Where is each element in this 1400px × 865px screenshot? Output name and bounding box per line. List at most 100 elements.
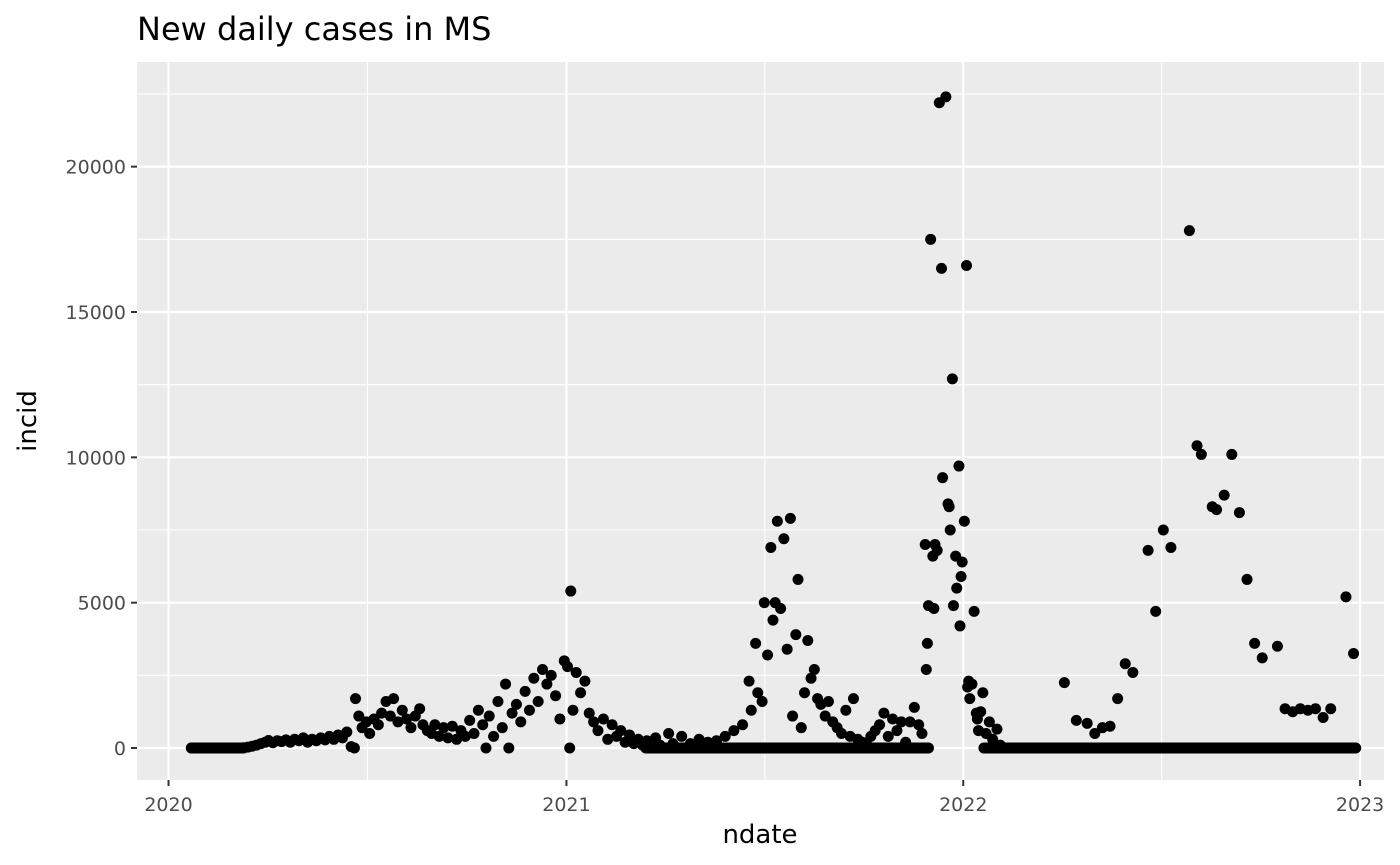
x-tick-label: 2020 bbox=[144, 794, 192, 816]
data-point bbox=[732, 742, 744, 754]
data-point bbox=[799, 687, 811, 699]
data-point bbox=[908, 701, 920, 713]
data-point bbox=[532, 696, 544, 708]
data-point bbox=[1165, 541, 1177, 553]
data-point bbox=[510, 698, 522, 710]
data-point bbox=[961, 259, 973, 271]
data-point bbox=[372, 719, 384, 731]
data-point bbox=[1332, 742, 1344, 754]
data-point bbox=[689, 742, 701, 754]
data-point bbox=[1127, 666, 1139, 678]
data-point bbox=[920, 664, 932, 676]
data-point bbox=[388, 693, 400, 705]
data-point bbox=[878, 707, 890, 719]
data-point bbox=[790, 629, 802, 641]
data-point bbox=[472, 704, 484, 716]
data-point bbox=[767, 614, 779, 626]
x-tick-label: 2021 bbox=[542, 794, 590, 816]
data-point bbox=[937, 472, 949, 484]
data-point bbox=[719, 730, 731, 742]
data-point bbox=[743, 675, 755, 687]
data-point bbox=[737, 719, 749, 731]
data-point bbox=[964, 693, 976, 705]
data-point bbox=[750, 637, 762, 649]
data-point bbox=[805, 672, 817, 684]
data-point bbox=[953, 460, 965, 472]
data-point bbox=[433, 730, 445, 742]
data-point bbox=[464, 714, 476, 726]
y-axis-ticks: 0 5000 10000 15000 20000 bbox=[66, 157, 137, 760]
data-point bbox=[554, 713, 566, 725]
data-point bbox=[693, 733, 705, 745]
data-point bbox=[496, 722, 508, 734]
data-point bbox=[795, 722, 807, 734]
data-point bbox=[802, 634, 814, 646]
data-point bbox=[597, 713, 609, 725]
data-point bbox=[756, 696, 768, 708]
data-point bbox=[663, 727, 675, 739]
data-point bbox=[564, 742, 576, 754]
data-point bbox=[565, 585, 577, 597]
data-point bbox=[954, 620, 966, 632]
data-point bbox=[658, 742, 670, 754]
data-point bbox=[645, 742, 657, 754]
data-point bbox=[483, 710, 495, 722]
data-point bbox=[781, 643, 793, 655]
data-point bbox=[341, 726, 353, 738]
data-point bbox=[477, 719, 489, 731]
data-point bbox=[741, 742, 753, 754]
data-point bbox=[840, 704, 852, 716]
data-point bbox=[1211, 504, 1223, 516]
data-point bbox=[392, 716, 404, 728]
data-point bbox=[1119, 658, 1131, 670]
data-point bbox=[745, 704, 757, 716]
data-point bbox=[459, 730, 471, 742]
data-point bbox=[895, 716, 907, 728]
data-point bbox=[1340, 591, 1352, 603]
data-point bbox=[913, 719, 925, 731]
data-point bbox=[364, 727, 376, 739]
data-point bbox=[583, 707, 595, 719]
data-point bbox=[488, 730, 500, 742]
data-point bbox=[946, 373, 958, 385]
data-point bbox=[947, 600, 959, 612]
data-point bbox=[1070, 714, 1082, 726]
data-point bbox=[847, 693, 859, 705]
data-point bbox=[765, 541, 777, 553]
data-point bbox=[728, 725, 740, 737]
data-point bbox=[1317, 712, 1329, 724]
x-tick-label: 2023 bbox=[1336, 794, 1384, 816]
data-point bbox=[900, 736, 912, 748]
data-point bbox=[376, 707, 388, 719]
data-point bbox=[977, 687, 989, 699]
data-point bbox=[835, 727, 847, 739]
data-point bbox=[958, 515, 970, 527]
data-point bbox=[1081, 717, 1093, 729]
data-point bbox=[1256, 652, 1268, 664]
data-point bbox=[1037, 742, 1049, 754]
y-tick-label: 0 bbox=[114, 738, 126, 760]
data-point bbox=[922, 742, 934, 754]
data-point bbox=[752, 687, 764, 699]
data-point bbox=[414, 703, 426, 715]
data-point bbox=[438, 722, 450, 734]
data-point bbox=[480, 742, 492, 754]
x-axis-title: ndate bbox=[722, 820, 797, 850]
data-point bbox=[916, 727, 928, 739]
data-point bbox=[500, 678, 512, 690]
data-point bbox=[396, 704, 408, 716]
data-point bbox=[405, 722, 417, 734]
chart-title: New daily cases in MS bbox=[137, 10, 491, 48]
data-point bbox=[778, 533, 790, 545]
data-point bbox=[787, 710, 799, 722]
data-point bbox=[887, 713, 899, 725]
data-point bbox=[874, 719, 886, 731]
data-point bbox=[541, 678, 553, 690]
data-point bbox=[956, 556, 968, 568]
data-point bbox=[931, 544, 943, 556]
data-point bbox=[545, 669, 557, 681]
data-point bbox=[503, 742, 515, 754]
data-point bbox=[615, 725, 627, 737]
data-point bbox=[991, 723, 1003, 735]
